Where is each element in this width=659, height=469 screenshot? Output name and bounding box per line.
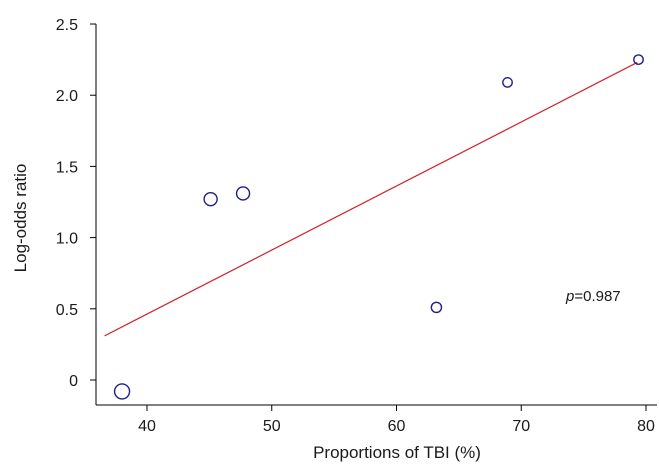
data-point <box>503 78 512 87</box>
data-point <box>204 193 217 206</box>
p-value-annotation: p=0.987 <box>565 288 621 305</box>
y-tick-label: 0.5 <box>56 302 78 319</box>
y-tick-label: 1.0 <box>56 231 78 248</box>
data-point <box>237 187 250 200</box>
axes: 0 0.5 1.0 1.5 2.0 2.5 40 50 60 70 80 <box>56 17 657 435</box>
x-tick-label: 50 <box>263 418 281 435</box>
y-tick-label: 0 <box>69 373 78 390</box>
y-tick-label: 1.5 <box>56 159 78 176</box>
regression-line <box>105 62 638 335</box>
x-axis-title: Proportions of TBI (%) <box>313 443 481 462</box>
p-label: p <box>565 288 574 305</box>
p-value: =0.987 <box>574 288 620 305</box>
fit-line-group <box>105 62 638 335</box>
points-group <box>115 55 644 399</box>
y-tick-label: 2.5 <box>56 17 78 34</box>
x-tick-label: 70 <box>512 418 530 435</box>
x-tick-label: 60 <box>388 418 406 435</box>
x-tick-label: 40 <box>138 418 156 435</box>
data-point <box>634 55 643 64</box>
data-point <box>115 384 130 399</box>
x-tick-label: 80 <box>637 418 655 435</box>
y-tick-label: 2.0 <box>56 88 78 105</box>
data-point <box>431 302 441 312</box>
y-axis-title: Log-odds ratio <box>11 164 30 273</box>
